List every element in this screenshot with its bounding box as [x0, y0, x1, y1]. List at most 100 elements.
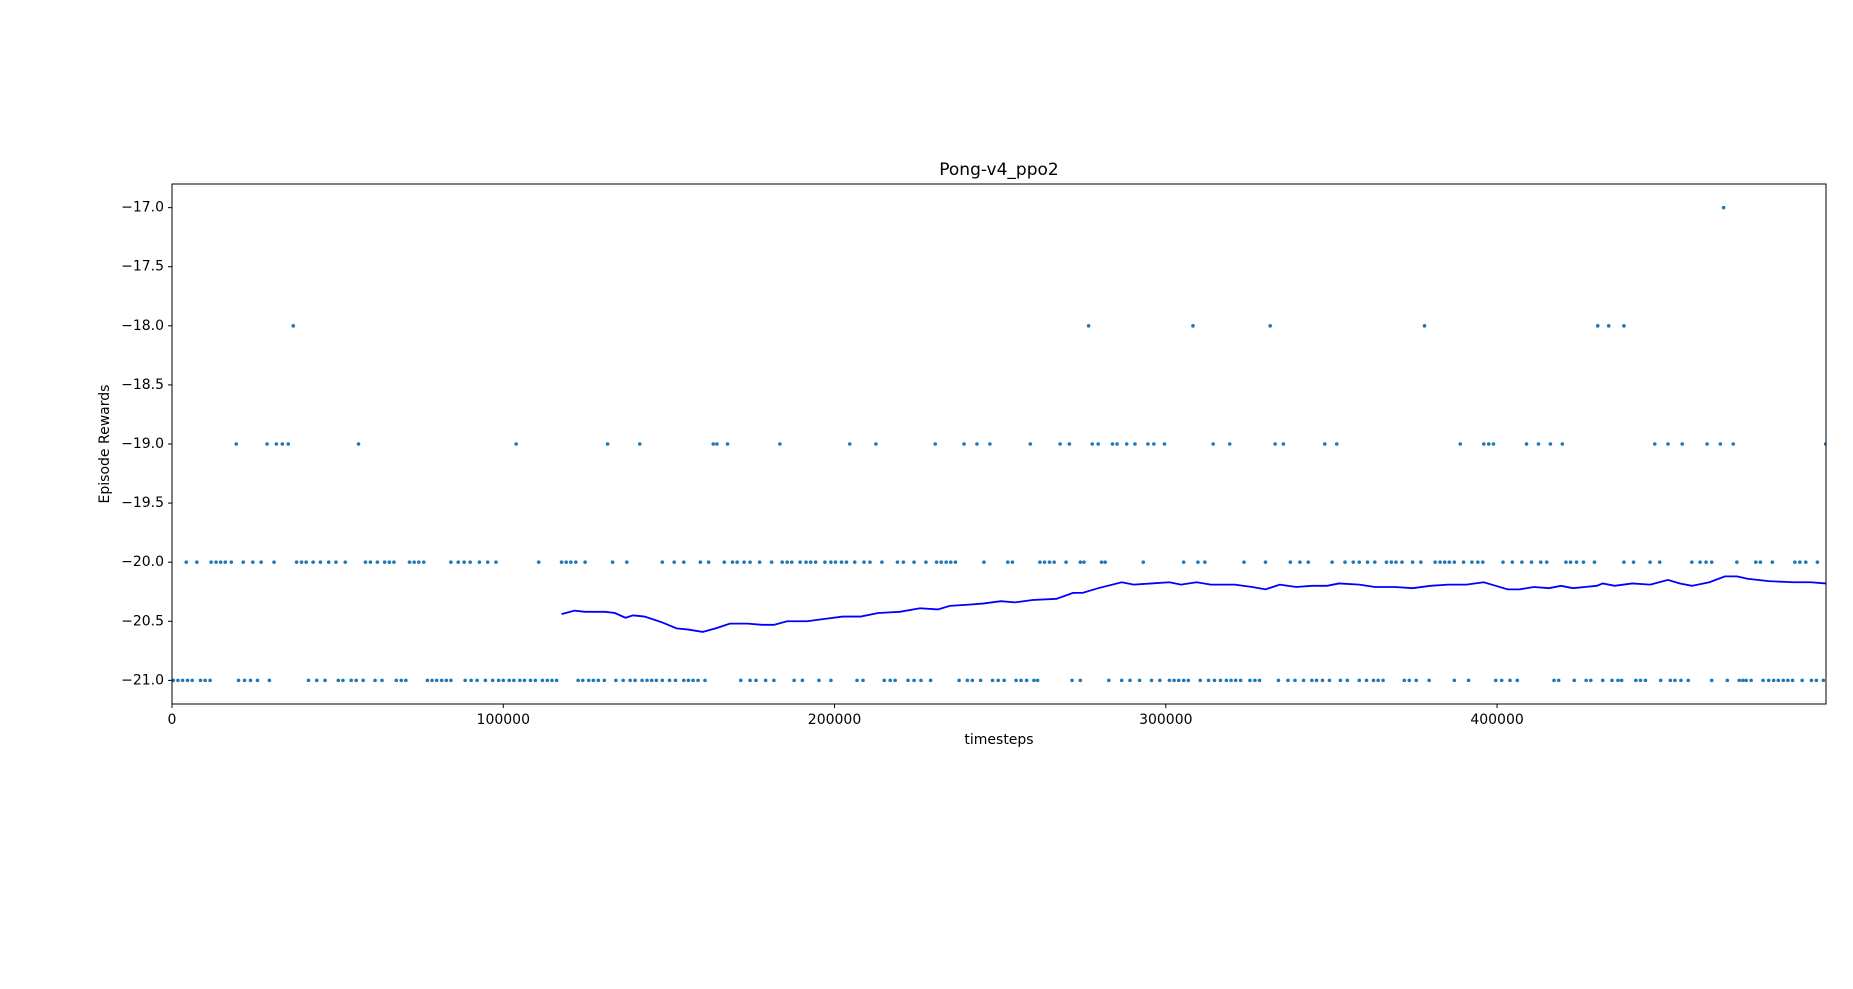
point [412, 560, 416, 564]
point [829, 678, 833, 683]
point [1749, 678, 1753, 683]
point [518, 678, 522, 683]
point [861, 678, 865, 683]
point [1452, 678, 1457, 683]
point [970, 678, 975, 683]
point [241, 560, 246, 564]
point [730, 560, 735, 564]
point [564, 560, 569, 564]
point [1458, 442, 1463, 446]
point [1238, 678, 1243, 683]
point [1067, 442, 1072, 446]
point [1619, 678, 1624, 683]
point [248, 678, 253, 683]
point [1581, 560, 1586, 564]
point [1427, 678, 1431, 683]
point [569, 560, 573, 564]
point [1384, 560, 1389, 564]
point [1771, 678, 1776, 683]
point [591, 678, 596, 683]
y-tick-label: −21.0 [121, 672, 164, 688]
point [373, 678, 377, 683]
point [218, 560, 223, 564]
point [1481, 560, 1485, 564]
point [953, 560, 958, 564]
point [1042, 560, 1047, 564]
point [361, 678, 365, 683]
x-tick-label: 100000 [477, 712, 530, 728]
point [625, 560, 629, 564]
point [1211, 442, 1215, 446]
point [198, 678, 203, 683]
point [1438, 560, 1442, 564]
point [1556, 678, 1561, 683]
point [203, 678, 207, 683]
point [778, 442, 782, 446]
point [341, 678, 345, 683]
point [1470, 560, 1474, 564]
point [1815, 560, 1820, 564]
point [1028, 442, 1033, 446]
point [1407, 678, 1412, 683]
point [1158, 678, 1162, 683]
point [1181, 678, 1186, 683]
y-tick-label: −20.0 [121, 554, 164, 570]
point [1400, 560, 1404, 564]
point [939, 560, 943, 564]
point [1814, 678, 1819, 683]
point [792, 678, 796, 683]
point [323, 678, 327, 683]
point [375, 560, 380, 564]
point [172, 678, 176, 683]
point [1078, 560, 1083, 564]
point [1402, 678, 1407, 683]
point [696, 678, 700, 683]
point [1600, 678, 1605, 683]
point [1293, 678, 1297, 683]
y-tick-label: −17.0 [121, 200, 164, 216]
point [214, 560, 218, 564]
smoothed-line [561, 575, 1826, 633]
point [425, 678, 430, 683]
point [1281, 442, 1286, 446]
point [722, 560, 727, 564]
point [1520, 560, 1524, 564]
point [1631, 560, 1636, 564]
point [686, 678, 691, 683]
point [475, 678, 479, 683]
point [1510, 560, 1515, 564]
point [813, 560, 818, 564]
point [416, 560, 421, 564]
point [949, 560, 953, 564]
point [748, 678, 752, 683]
point [1119, 678, 1124, 683]
point [847, 442, 852, 446]
point [1024, 678, 1029, 683]
point [1501, 560, 1505, 564]
point [1058, 442, 1062, 446]
point [522, 678, 527, 683]
point [621, 678, 625, 683]
point [1014, 678, 1018, 683]
point [554, 678, 559, 683]
point [392, 560, 396, 564]
point [660, 560, 665, 564]
point [1643, 678, 1648, 683]
point [1709, 560, 1714, 564]
point [468, 560, 472, 564]
point [356, 442, 361, 446]
point [1753, 560, 1758, 564]
point [1090, 442, 1095, 446]
point [1584, 678, 1588, 683]
point [477, 560, 482, 564]
point [259, 560, 263, 564]
point [1781, 678, 1786, 683]
point [1433, 560, 1437, 564]
point [1286, 678, 1290, 683]
point [1373, 560, 1377, 564]
y-tick-label: −18.5 [121, 377, 164, 393]
point [1544, 560, 1549, 564]
point [421, 560, 426, 564]
point [311, 560, 315, 564]
point [1658, 678, 1663, 683]
